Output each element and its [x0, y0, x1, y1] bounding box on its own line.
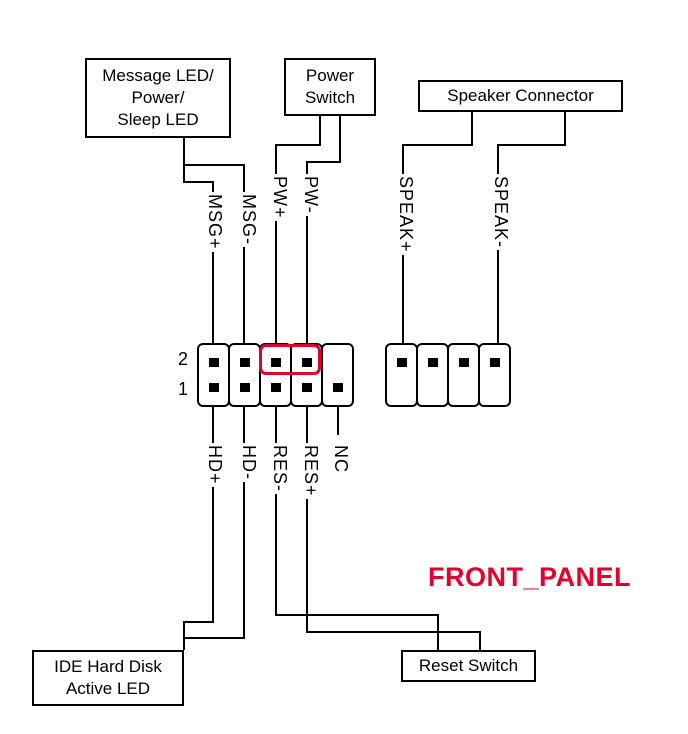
pin-label-hd-minus: HD- — [238, 443, 259, 482]
pin-label-msg-minus: MSG- — [238, 192, 259, 247]
label-box-speaker: Speaker Connector — [418, 80, 623, 112]
pin-pair — [478, 343, 511, 407]
label-box-msg-led: Message LED/ Power/ Sleep LED — [85, 58, 231, 138]
pin-pair — [321, 343, 354, 407]
pin-label-pw-minus: PW- — [300, 174, 321, 216]
pin-label-speak-plus: SPEAK+ — [395, 174, 416, 255]
pin-label-res-minus: RES- — [269, 443, 290, 494]
pin-pair — [290, 343, 323, 407]
label-box-ide-led: IDE Hard Disk Active LED — [32, 650, 184, 706]
pin-label-msg-plus: MSG+ — [204, 192, 225, 252]
pin-label-res-plus: RES+ — [300, 443, 321, 499]
label-line: Message LED/ — [95, 65, 221, 87]
pin-pair — [447, 343, 480, 407]
pin-pair — [259, 343, 292, 407]
label-line: Switch — [294, 87, 366, 109]
label-line: Power — [294, 65, 366, 87]
row-label-1: 1 — [178, 379, 188, 400]
diagram-root: Message LED/ Power/ Sleep LED Power Swit… — [0, 0, 688, 734]
label-line: Active LED — [42, 678, 174, 700]
label-line: Speaker Connector — [428, 85, 613, 107]
pin-label-hd-plus: HD+ — [204, 443, 225, 487]
pin-label-nc: NC — [330, 443, 351, 475]
pin-pair — [228, 343, 261, 407]
label-line: Sleep LED — [95, 109, 221, 131]
pin-pair — [416, 343, 449, 407]
pin-label-pw-plus: PW+ — [269, 174, 290, 221]
pin-pair — [197, 343, 230, 407]
pin-group-left — [197, 343, 354, 407]
label-box-reset-switch: Reset Switch — [401, 650, 536, 682]
label-box-power-switch: Power Switch — [284, 58, 376, 116]
label-line: Reset Switch — [411, 655, 526, 677]
diagram-title: FRONT_PANEL — [428, 562, 631, 593]
pin-header — [197, 343, 511, 407]
pin-group-right — [385, 343, 511, 407]
pin-pair — [385, 343, 418, 407]
pin-label-speak-minus: SPEAK- — [490, 174, 511, 250]
row-label-2: 2 — [178, 349, 188, 370]
label-line: Power/ — [95, 87, 221, 109]
label-line: IDE Hard Disk — [42, 656, 174, 678]
